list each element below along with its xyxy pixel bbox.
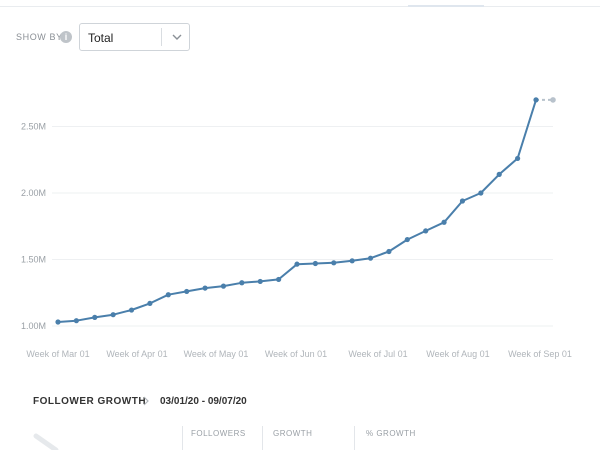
data-point[interactable] <box>294 261 300 267</box>
data-point[interactable] <box>496 171 502 177</box>
data-point[interactable] <box>276 276 282 283</box>
column-header-followers: FOLLOWERS <box>191 429 246 438</box>
data-point[interactable] <box>404 236 410 243</box>
x-tick-label: Week of Aug 01 <box>426 349 489 359</box>
data-point[interactable] <box>312 260 318 267</box>
data-point[interactable] <box>165 292 171 298</box>
show-by-selected-value: Total <box>88 31 114 45</box>
y-tick-label: 2.00M <box>21 188 46 198</box>
follower-series-line <box>57 99 537 323</box>
projected-point[interactable] <box>550 97 556 103</box>
x-tick-label: Week of Jul 01 <box>348 349 407 359</box>
data-point[interactable] <box>367 255 374 261</box>
follower-line-chart: 1.00M 1.50M 2.00M 2.50M Week of Mar 01 Week o… <box>21 97 572 359</box>
info-icon[interactable]: i <box>60 31 72 43</box>
chevron-down-icon <box>172 34 182 40</box>
x-tick-label: Week of Apr 01 <box>106 349 167 359</box>
data-point[interactable] <box>459 198 466 204</box>
data-point[interactable] <box>257 278 263 285</box>
y-tick-label: 2.50M <box>21 122 46 132</box>
column-separator <box>262 426 263 450</box>
y-tick-label: 1.00M <box>21 321 46 331</box>
column-separator <box>354 426 355 450</box>
data-point[interactable] <box>73 318 79 324</box>
data-point[interactable] <box>220 283 227 289</box>
date-range: 03/01/20 - 09/07/20 <box>160 396 247 407</box>
select-divider <box>161 28 162 46</box>
column-header-growth: GROWTH <box>273 429 313 438</box>
decorative-line-icon <box>33 433 59 450</box>
column-separator <box>182 426 183 450</box>
chevron-right-icon <box>143 396 149 406</box>
x-tick-label: Week of Sep 01 <box>508 349 572 359</box>
data-point[interactable] <box>55 319 61 325</box>
active-tab-indicator <box>408 5 484 7</box>
data-point[interactable] <box>423 228 429 234</box>
data-point[interactable] <box>441 219 447 225</box>
top-divider <box>0 6 600 7</box>
data-point[interactable] <box>239 280 245 286</box>
y-tick-label: 1.50M <box>21 255 46 265</box>
column-header-percent-growth: % GROWTH <box>366 429 416 438</box>
data-point[interactable] <box>92 314 98 320</box>
data-point[interactable] <box>147 300 153 306</box>
data-point[interactable] <box>202 285 208 291</box>
data-point[interactable] <box>184 288 190 295</box>
show-by-label: SHOW BY <box>16 32 63 42</box>
data-point[interactable] <box>478 190 484 196</box>
follower-growth-title: FOLLOWER GROWTH <box>33 396 147 407</box>
x-tick-label: Week of May 01 <box>184 349 249 359</box>
data-point[interactable] <box>128 307 135 313</box>
data-point[interactable] <box>331 260 337 266</box>
data-point[interactable] <box>386 248 392 255</box>
data-point[interactable] <box>110 312 116 318</box>
data-point[interactable] <box>349 258 355 264</box>
x-tick-label: Week of Jun 01 <box>265 349 327 359</box>
x-tick-label: Week of Mar 01 <box>26 349 89 359</box>
show-by-select[interactable]: Total <box>79 23 190 51</box>
data-point[interactable] <box>515 155 521 162</box>
data-point[interactable] <box>533 97 539 103</box>
